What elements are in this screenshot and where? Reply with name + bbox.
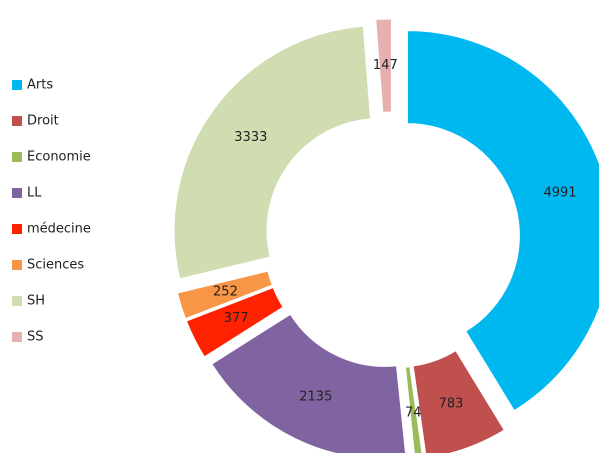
legend-swatch (12, 224, 22, 234)
legend: Arts Droit Economie LL médecine Sciences SH SS (12, 78, 91, 345)
legend-swatch (12, 332, 22, 342)
legend-swatch (12, 152, 22, 162)
legend-swatch (12, 296, 22, 306)
data-label: 3333 (234, 130, 267, 145)
slice (211, 313, 407, 453)
slice (375, 18, 392, 113)
data-label: 147 (373, 58, 398, 73)
slice (412, 349, 505, 453)
slice (173, 25, 372, 280)
slice (185, 286, 284, 358)
data-label: 2135 (299, 389, 332, 404)
legend-label: Droit (27, 114, 59, 129)
legend-label: SH (27, 294, 45, 309)
legend-label: médecine (27, 222, 91, 237)
legend-label: Economie (27, 150, 91, 165)
legend-swatch (12, 260, 22, 270)
slice (176, 270, 273, 320)
data-label: 783 (439, 397, 464, 412)
legend-swatch (12, 188, 22, 198)
data-label: 4991 (543, 185, 576, 200)
legend-label: Arts (27, 78, 53, 93)
slice (406, 30, 599, 412)
legend-swatch (12, 116, 22, 126)
legend-label: Sciences (27, 258, 84, 273)
legend-label: SS (27, 330, 44, 345)
data-label: 74 (405, 406, 422, 421)
data-label: 252 (213, 285, 238, 300)
slice (404, 366, 423, 453)
doughnut: 4991 783 74 2135 377 252 3333 147 (173, 18, 599, 453)
legend-label: LL (27, 186, 42, 201)
legend-swatch (12, 80, 22, 90)
data-label: 377 (224, 311, 249, 326)
